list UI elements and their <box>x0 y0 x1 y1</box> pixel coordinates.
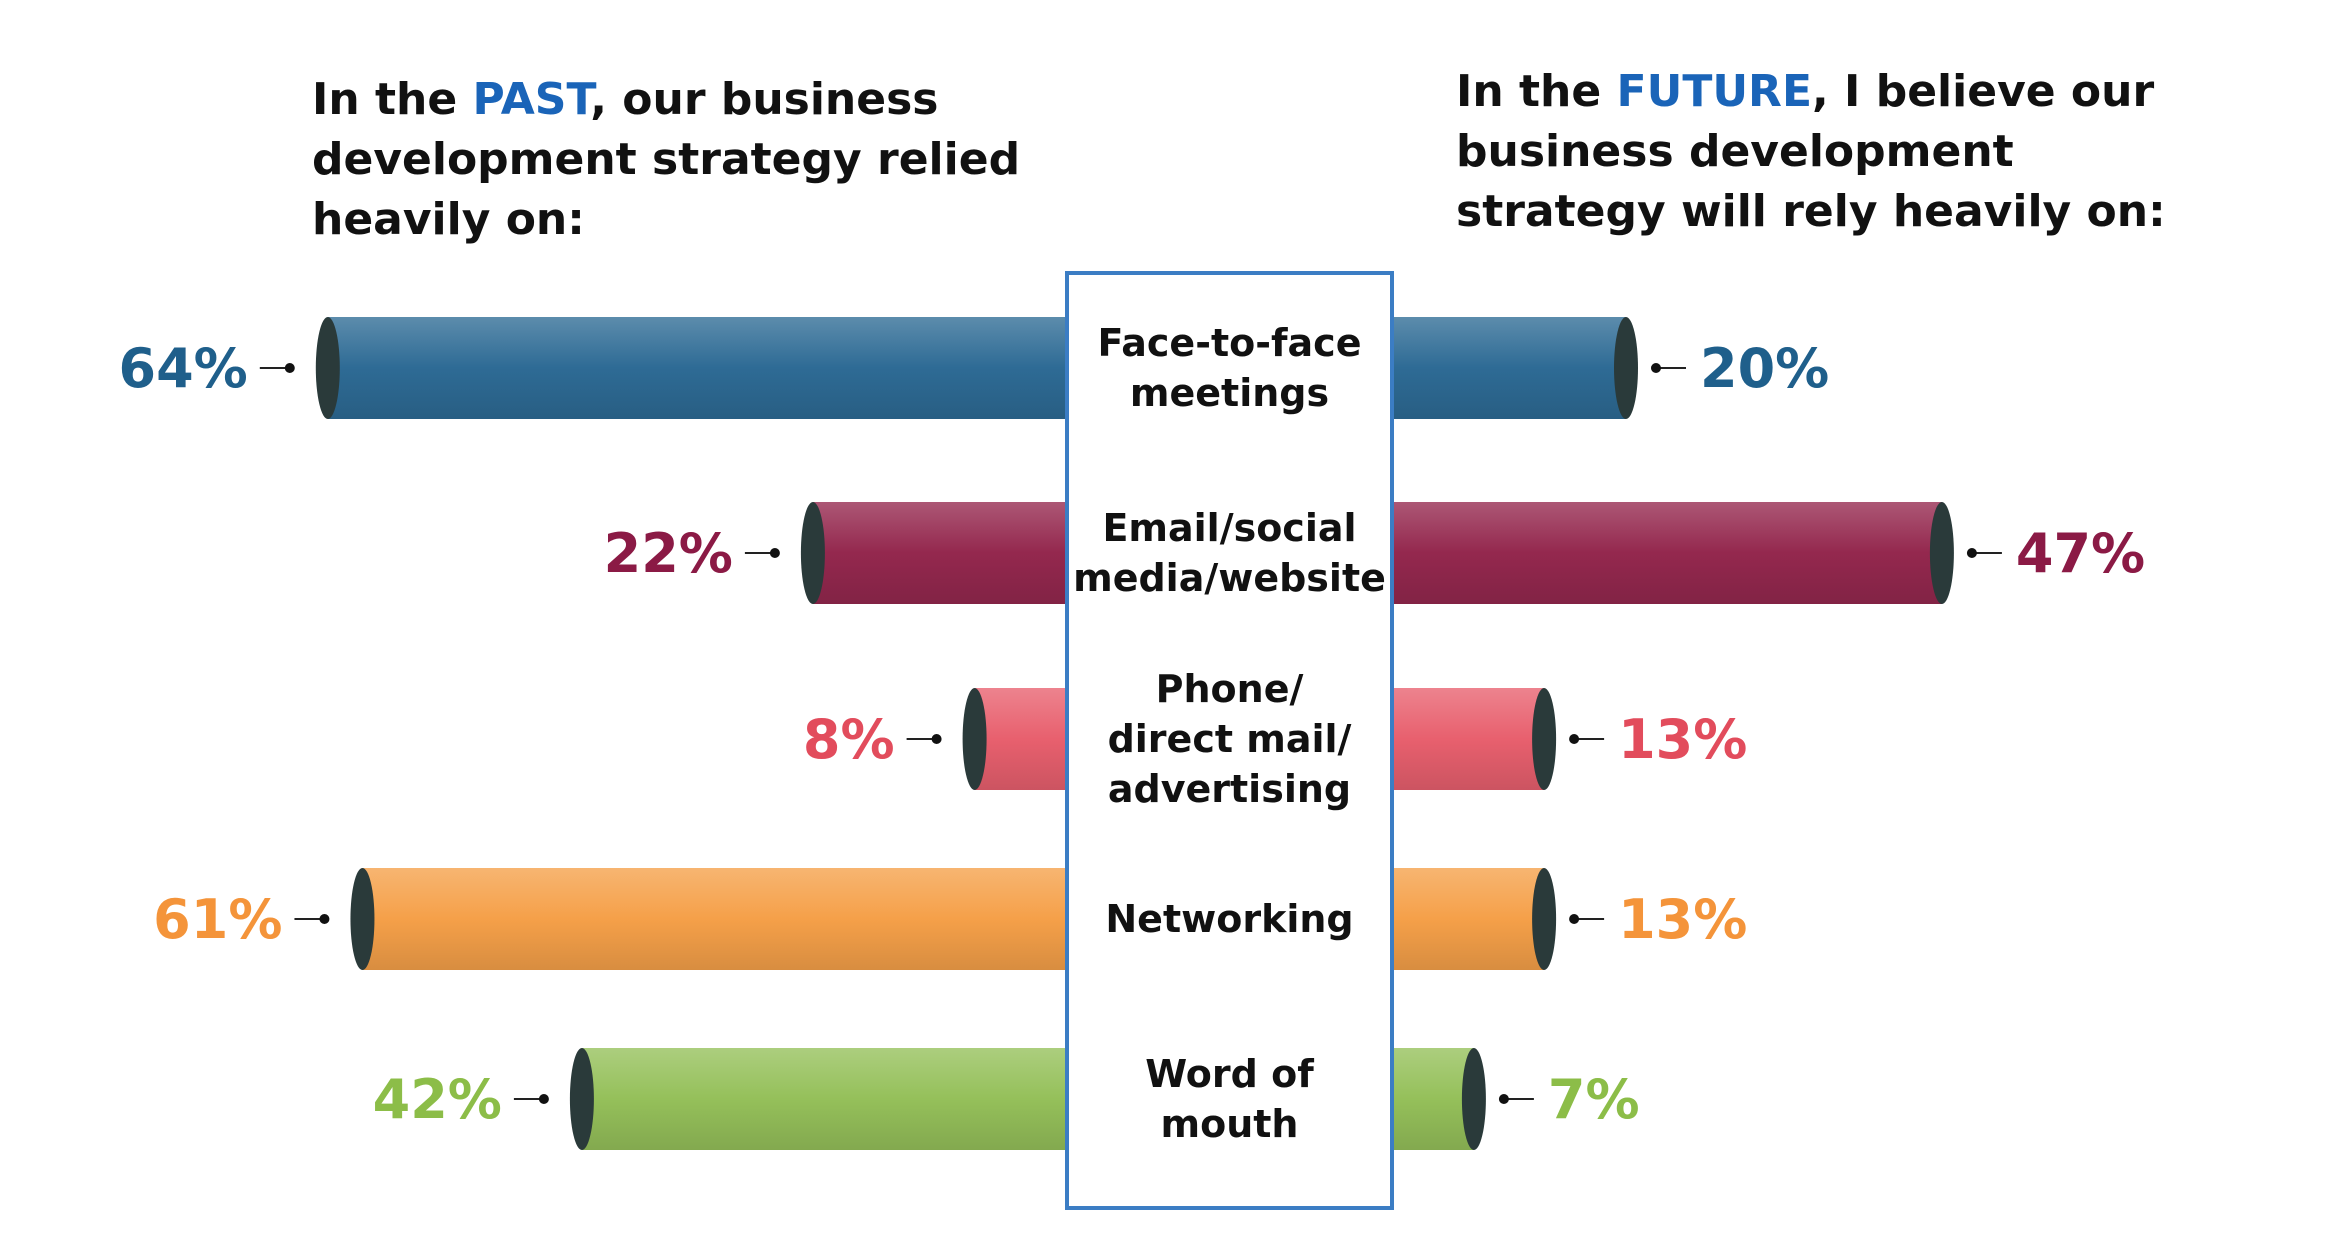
future-bar <box>1372 317 1626 419</box>
past-bar-cap <box>315 317 340 419</box>
past-heading-after: , our business development strategy reli… <box>312 74 1021 245</box>
future-value-label: 20% <box>1700 337 1829 400</box>
category-label-line: mouth <box>1161 1102 1299 1146</box>
category-label-line: Email/social <box>1102 506 1356 550</box>
future-bar-cap <box>1532 688 1557 790</box>
past-bar <box>581 1048 1087 1150</box>
future-bar <box>1372 868 1545 970</box>
future-value-label: 47% <box>2016 522 2145 585</box>
bars-layer <box>315 317 1954 1150</box>
category-label-line: Phone/ <box>1156 667 1304 711</box>
future-connector-dot <box>1569 734 1580 744</box>
category-label-line: Networking <box>1105 897 1353 941</box>
past-heading: In the PAST, our business development st… <box>312 70 1072 250</box>
future-value-label: 13% <box>1618 708 1747 771</box>
category-label-line: Word of <box>1145 1052 1314 1096</box>
category-label: Word of mouth <box>1145 1052 1314 1146</box>
past-bar <box>812 502 1087 604</box>
future-heading-after: , I believe our business development str… <box>1456 66 2166 237</box>
category-label-line: Face-to-face <box>1098 321 1362 365</box>
future-bar-cap <box>1532 868 1557 970</box>
future-connector-dot <box>1966 548 1977 558</box>
future-bar-cap <box>1614 317 1638 419</box>
past-bar <box>327 317 1087 419</box>
future-value-label: 13% <box>1618 888 1747 951</box>
past-bar-cap <box>350 868 375 970</box>
category-label: Face-to-face meetings <box>1098 321 1362 415</box>
future-bar-cap <box>1461 1048 1486 1150</box>
past-bar-cap <box>800 502 825 604</box>
labels-layer: 64% 20% Face-to-face meetings 22% 47% Email/so… <box>119 321 2146 1146</box>
past-connector-dot <box>319 914 330 924</box>
past-connector-dot <box>538 1094 549 1104</box>
future-bar <box>1372 502 1942 604</box>
past-heading-before: In the <box>312 74 473 125</box>
category-label: Phone/direct mail/advertising <box>1108 667 1352 811</box>
future-connector-dot <box>1651 363 1661 373</box>
past-value-label: 42% <box>373 1068 502 1131</box>
past-value-label: 64% <box>119 337 248 400</box>
future-value-label: 7% <box>1548 1068 1640 1131</box>
category-label-line: direct mail/ <box>1108 717 1352 761</box>
future-bar <box>1372 688 1545 790</box>
past-value-label: 61% <box>153 888 282 951</box>
past-connector-dot <box>931 734 942 744</box>
past-value-label: 22% <box>604 522 733 585</box>
future-connector-dot <box>1569 914 1580 924</box>
category-label: Networking <box>1105 897 1353 941</box>
future-connector-dot <box>1498 1094 1509 1104</box>
past-connector-dot <box>769 548 780 558</box>
category-label-line: media/website <box>1073 556 1386 600</box>
past-heading-highlight: PAST <box>472 74 591 125</box>
future-heading: In the FUTURE, I believe our business de… <box>1456 62 2216 242</box>
future-bar-cap <box>1929 502 1954 604</box>
category-label: Email/social media/website <box>1073 506 1386 600</box>
past-bar-cap <box>569 1048 594 1150</box>
future-heading-before: In the <box>1456 66 1617 117</box>
future-heading-highlight: FUTURE <box>1616 66 1812 117</box>
category-label-line: advertising <box>1108 767 1351 811</box>
past-bar-cap <box>962 688 987 790</box>
category-box <box>1065 271 1394 1210</box>
past-connector-dot <box>284 363 295 373</box>
category-label-line: meetings <box>1130 371 1329 415</box>
past-value-label: 8% <box>803 708 895 771</box>
past-bar <box>362 868 1087 970</box>
